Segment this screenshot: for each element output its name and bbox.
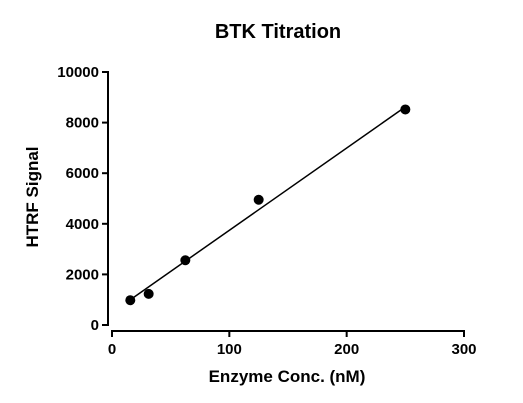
x-axis-label: Enzyme Conc. (nM) bbox=[209, 367, 366, 386]
y-tick-label: 2000 bbox=[66, 266, 99, 283]
x-tick-label: 200 bbox=[334, 341, 359, 358]
x-tick-label: 100 bbox=[217, 341, 242, 358]
data-point bbox=[400, 104, 411, 115]
data-point bbox=[125, 295, 136, 306]
y-tick-label: 10000 bbox=[57, 64, 99, 81]
y-tick-label: 8000 bbox=[66, 115, 99, 132]
y-tick-label: 6000 bbox=[66, 165, 99, 182]
data-point bbox=[180, 255, 191, 266]
x-tick-label: 300 bbox=[451, 341, 476, 358]
data-point bbox=[253, 194, 264, 205]
y-axis: 0 2000 4000 6000 8000 10000 bbox=[57, 64, 108, 334]
data-point bbox=[143, 288, 154, 299]
y-tick-label: 4000 bbox=[66, 216, 99, 233]
data-points bbox=[125, 104, 411, 306]
y-axis-label: HTRF Signal bbox=[23, 146, 42, 247]
x-tick-label: 0 bbox=[108, 341, 116, 358]
y-tick-label: 0 bbox=[91, 317, 99, 334]
fit-line bbox=[129, 106, 406, 301]
chart-title: BTK Titration bbox=[215, 21, 341, 43]
x-axis: 0 100 200 300 bbox=[108, 331, 477, 358]
